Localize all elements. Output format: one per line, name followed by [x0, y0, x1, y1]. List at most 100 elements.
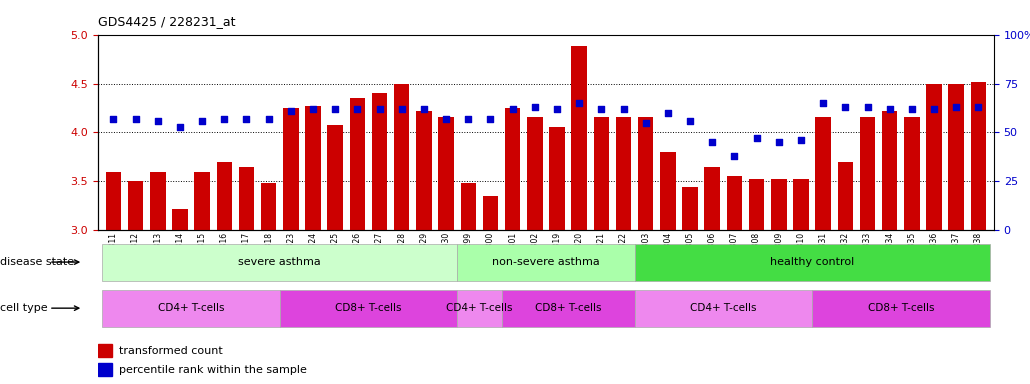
Text: CD4+ T-cells: CD4+ T-cells: [446, 303, 513, 313]
Text: CD8+ T-cells: CD8+ T-cells: [535, 303, 602, 313]
Bar: [502, 290, 634, 327]
Point: [105, 116, 122, 122]
Point: [305, 106, 321, 112]
Point: [749, 135, 765, 141]
Point: [571, 100, 587, 106]
Bar: [457, 290, 502, 327]
Point: [705, 139, 721, 146]
Text: CD4+ T-cells: CD4+ T-cells: [690, 303, 757, 313]
Bar: [816, 117, 831, 230]
Bar: [216, 162, 232, 230]
Bar: [328, 125, 343, 230]
Bar: [793, 179, 809, 230]
Bar: [393, 84, 410, 230]
Point: [948, 104, 964, 110]
Bar: [549, 127, 564, 230]
Point: [659, 110, 676, 116]
Bar: [593, 117, 609, 230]
Point: [526, 104, 543, 110]
Bar: [505, 108, 520, 230]
Bar: [634, 290, 812, 327]
Bar: [150, 172, 166, 230]
Bar: [634, 243, 990, 281]
Bar: [749, 179, 764, 230]
Bar: [616, 117, 631, 230]
Bar: [638, 117, 653, 230]
Point: [682, 118, 698, 124]
Bar: [283, 108, 299, 230]
Point: [638, 120, 654, 126]
Bar: [483, 196, 499, 230]
Text: percentile rank within the sample: percentile rank within the sample: [119, 365, 307, 375]
Bar: [172, 209, 187, 230]
Bar: [460, 184, 476, 230]
Bar: [727, 175, 743, 230]
Bar: [106, 172, 122, 230]
Point: [593, 106, 610, 112]
Text: severe asthma: severe asthma: [238, 257, 321, 267]
Text: healthy control: healthy control: [770, 257, 854, 267]
Point: [128, 116, 144, 122]
Point: [282, 108, 299, 114]
Point: [393, 106, 410, 112]
Bar: [439, 117, 454, 230]
Text: cell type: cell type: [0, 303, 47, 313]
Point: [615, 106, 631, 112]
Bar: [860, 117, 876, 230]
Bar: [837, 162, 853, 230]
Bar: [195, 172, 210, 230]
Point: [903, 106, 920, 112]
Point: [172, 124, 188, 130]
Bar: [416, 111, 432, 230]
Text: GDS4425 / 228231_at: GDS4425 / 228231_at: [98, 15, 235, 28]
Bar: [904, 117, 920, 230]
Bar: [372, 93, 387, 230]
Bar: [527, 117, 543, 230]
Point: [793, 137, 810, 143]
Point: [505, 106, 521, 112]
Text: transformed count: transformed count: [119, 346, 224, 356]
Point: [216, 116, 233, 122]
Point: [238, 116, 254, 122]
Point: [327, 106, 343, 112]
Point: [926, 106, 942, 112]
Bar: [970, 81, 986, 230]
Bar: [102, 290, 280, 327]
Text: CD8+ T-cells: CD8+ T-cells: [867, 303, 934, 313]
Bar: [457, 243, 634, 281]
Bar: [261, 184, 276, 230]
Point: [815, 100, 831, 106]
Point: [460, 116, 477, 122]
Point: [149, 118, 166, 124]
Bar: [98, 363, 112, 376]
Point: [194, 118, 210, 124]
Point: [549, 106, 565, 112]
Point: [416, 106, 433, 112]
Point: [970, 104, 987, 110]
Bar: [882, 111, 897, 230]
Bar: [349, 98, 365, 230]
Bar: [771, 179, 787, 230]
Text: CD4+ T-cells: CD4+ T-cells: [158, 303, 225, 313]
Bar: [102, 243, 457, 281]
Bar: [926, 84, 941, 230]
Point: [349, 106, 366, 112]
Bar: [949, 84, 964, 230]
Point: [726, 153, 743, 159]
Text: non-severe asthma: non-severe asthma: [492, 257, 599, 267]
Bar: [128, 182, 143, 230]
Point: [371, 106, 387, 112]
Point: [837, 104, 854, 110]
Point: [882, 106, 898, 112]
Bar: [572, 46, 587, 230]
Point: [770, 139, 787, 146]
Bar: [812, 290, 990, 327]
Bar: [682, 187, 698, 230]
Point: [859, 104, 876, 110]
Bar: [705, 167, 720, 230]
Text: disease state: disease state: [0, 257, 74, 267]
Point: [261, 116, 277, 122]
Bar: [98, 344, 112, 357]
Bar: [280, 290, 457, 327]
Point: [438, 116, 454, 122]
